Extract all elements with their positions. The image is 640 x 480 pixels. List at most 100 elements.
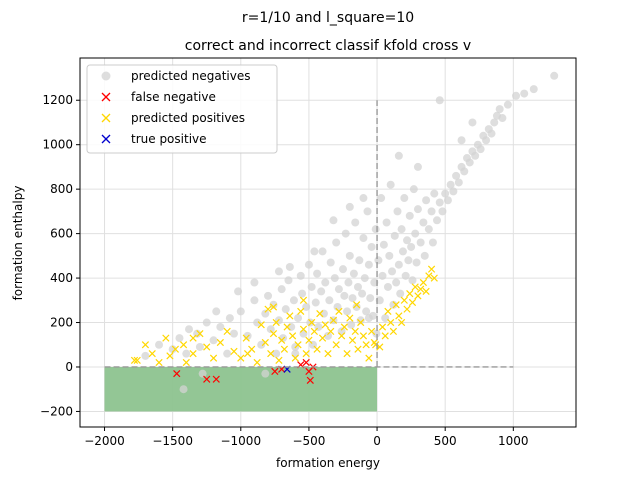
predicted-positives-point-stroke [400, 296, 408, 304]
predicted-negatives-point [261, 309, 270, 318]
predicted-negatives-point [225, 314, 234, 323]
false-negative-point-stroke [306, 376, 314, 384]
predicted-negatives-point [185, 325, 194, 334]
predicted-positives-point [253, 358, 261, 367]
predicted-negatives-point [272, 349, 281, 358]
predicted-positives-point [414, 292, 422, 300]
predicted-negatives-point [340, 291, 349, 300]
predicted-negatives-point [234, 287, 243, 296]
predicted-negatives-point [430, 189, 439, 198]
predicted-negatives-point [435, 198, 444, 207]
predicted-negatives-point [428, 238, 437, 247]
predicted-negatives-point [332, 238, 341, 247]
predicted-negatives-point [345, 202, 354, 211]
predicted-positives-point [430, 274, 438, 282]
predicted-negatives-point [413, 162, 422, 171]
predicted-positives-point [130, 356, 139, 364]
predicted-negatives-point [420, 251, 429, 260]
predicted-negatives-point [446, 180, 455, 189]
legend-marker-true-positive [101, 134, 111, 144]
predicted-negatives-point [404, 256, 413, 265]
predicted-positives-point-stroke [189, 334, 197, 342]
x-tick-label: 0 [373, 434, 381, 448]
predicted-negatives-point [503, 100, 512, 109]
predicted-positives-point [243, 350, 252, 358]
predicted-negatives-point [389, 300, 398, 309]
predicted-negatives-point [250, 278, 259, 287]
x-tick-label: 1000 [498, 434, 529, 448]
predicted-positives-point-stroke [272, 318, 280, 327]
predicted-positives-point-stroke [422, 287, 430, 296]
predicted-positives-point-stroke [280, 345, 289, 353]
predicted-negatives-point [487, 129, 496, 138]
predicted-negatives-point [304, 260, 313, 269]
predicted-positives-point [269, 303, 278, 311]
predicted-negatives-point [155, 340, 164, 349]
predicted-negatives-point [347, 320, 356, 329]
predicted-positives-point [141, 341, 150, 349]
predicted-positives-point-stroke [352, 301, 361, 309]
predicted-negatives-point [413, 205, 422, 214]
predicted-positives-point [209, 354, 218, 362]
predicted-negatives-point [307, 282, 316, 291]
predicted-negatives-point [261, 369, 270, 378]
predicted-positives-point-stroke [338, 332, 346, 340]
predicted-negatives-point [385, 251, 394, 260]
false-negative-point [306, 376, 314, 384]
predicted-positives-point [267, 350, 275, 358]
predicted-negatives-point [318, 247, 327, 256]
predicted-positives-point [133, 356, 141, 364]
predicted-negatives-point [460, 167, 469, 176]
predicted-negatives-point [398, 247, 407, 256]
x-tick-label: −1500 [152, 434, 193, 448]
predicted-negatives-point [374, 256, 383, 265]
predicted-negatives-point [441, 189, 450, 198]
predicted-positives-point [392, 301, 400, 309]
predicted-positives-point [346, 314, 354, 322]
predicted-positives-point-stroke [387, 318, 395, 327]
predicted-negatives-point [382, 218, 391, 227]
predicted-positives-point [367, 327, 376, 336]
predicted-positives-point-stroke [357, 318, 365, 327]
predicted-negatives-point [457, 136, 466, 145]
predicted-positives-point-stroke [196, 330, 204, 338]
predicted-negatives-point [393, 207, 402, 216]
predicted-positives-point [283, 323, 291, 331]
predicted-positives-point-stroke [389, 327, 398, 336]
false-negative-point-stroke [173, 370, 181, 378]
legend-marker-stroke [101, 113, 111, 123]
predicted-positives-point [189, 334, 197, 342]
predicted-positives-point [299, 296, 308, 304]
predicted-positives-point-stroke [141, 341, 150, 349]
predicted-positives-point-stroke [286, 312, 294, 320]
predicted-negatives-point [333, 302, 342, 311]
predicted-positives-point-stroke [313, 345, 321, 353]
predicted-negatives-point [344, 278, 353, 287]
data-points [130, 71, 559, 394]
predicted-negatives-point [550, 71, 559, 80]
predicted-negatives-point [330, 274, 339, 283]
y-tick-label: 400 [50, 271, 73, 285]
predicted-negatives-point [400, 194, 409, 203]
predicted-negatives-point [401, 271, 410, 280]
predicted-positives-point-stroke [275, 356, 283, 364]
false-negative-point-stroke [203, 375, 211, 383]
x-tick-label: 500 [434, 434, 457, 448]
predicted-negatives-point [364, 260, 373, 269]
predicted-negatives-point [229, 329, 238, 338]
predicted-negatives-point [198, 369, 207, 378]
predicted-negatives-point [277, 285, 286, 294]
predicted-positives-point-stroke [397, 318, 406, 327]
predicted-positives-point-stroke [343, 350, 351, 358]
predicted-positives-point-stroke [327, 327, 335, 336]
y-tick-label: 600 [50, 227, 73, 241]
false-negative-point [173, 370, 181, 378]
legend-label-predicted-positives: predicted positives [131, 111, 245, 125]
predicted-negatives-point [284, 276, 293, 285]
predicted-negatives-point [435, 96, 444, 105]
predicted-negatives-point [449, 187, 458, 196]
legend-marker-predicted-positives [101, 113, 111, 123]
x-axis-ticks: −2000 −1500 −1000 −500 0 500 1000 [84, 427, 529, 448]
predicted-positives-point-stroke [179, 341, 188, 349]
predicted-positives-point-stroke [308, 318, 316, 327]
